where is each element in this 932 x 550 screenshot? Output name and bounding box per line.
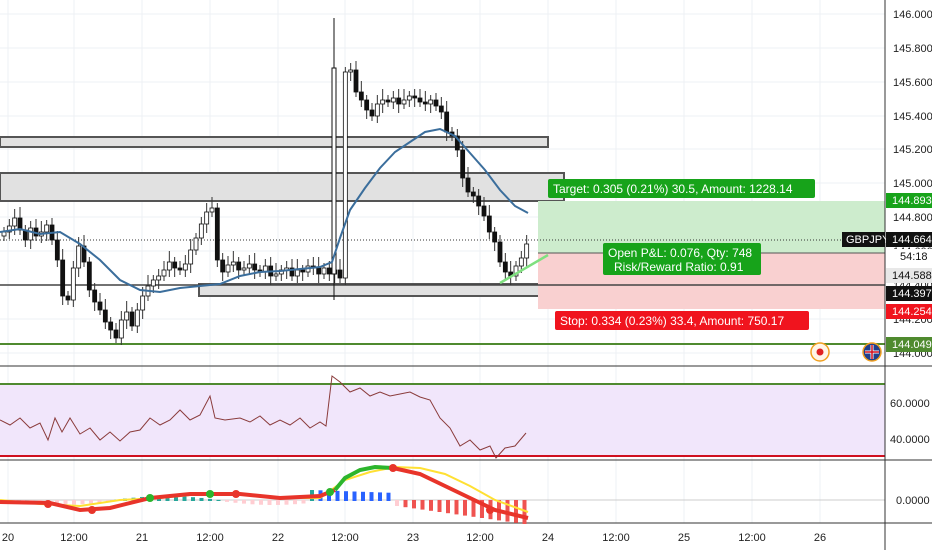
target-label[interactable]: Target: 0.305 (0.21%) 30.5, Amount: 1228… [548, 179, 815, 198]
time-tick: 12:00 [196, 532, 224, 544]
stop-label-text: Stop: 0.334 (0.23%) 33.4, Amount: 750.17 [560, 314, 784, 328]
badge-support: 144.049 [886, 337, 932, 352]
time-tick: 12:00 [602, 532, 630, 544]
time-tick: 12:00 [331, 532, 359, 544]
rsi-line [0, 375, 527, 459]
badge-countdown: 54:18 [886, 249, 932, 264]
badge-open: 144.397 [886, 286, 932, 301]
badge-stop: 144.254 [886, 304, 932, 319]
price-tick: 145.200 [893, 144, 932, 156]
uk-flag-icon[interactable] [862, 342, 882, 362]
time-tick: 23 [407, 532, 419, 544]
badge-symbol: GBPJPY [842, 232, 890, 247]
badge-current: 144.664 [886, 232, 932, 247]
price-tick: 145.400 [893, 111, 932, 123]
pnl-label[interactable]: Open P&L: 0.076, Qty: 748 Risk/Reward Ra… [603, 243, 761, 275]
time-axis[interactable]: 20 12:00 21 12:00 22 12:00 23 12:00 24 12:00 25 12:… [2, 532, 826, 544]
svg-text:144.397: 144.397 [892, 288, 932, 300]
rsi-pane[interactable] [0, 375, 885, 459]
candlesticks [1, 18, 530, 345]
price-tick: 146.000 [893, 9, 932, 21]
badge-target: 144.893 [886, 193, 932, 208]
svg-text:144.893: 144.893 [892, 195, 932, 207]
time-tick: 26 [814, 532, 826, 544]
moving-average-line [0, 127, 529, 294]
time-tick: 12:00 [466, 532, 494, 544]
price-tick: 144.800 [893, 212, 932, 224]
price-tick: 145.600 [893, 77, 932, 89]
price-tick: 145.000 [893, 178, 932, 190]
rsi-tick-40: 40.0000 [890, 434, 930, 446]
svg-text:144.254: 144.254 [892, 306, 932, 318]
stop-label[interactable]: Stop: 0.334 (0.23%) 33.4, Amount: 750.17 [555, 311, 809, 330]
svg-text:GBPJPY: GBPJPY [846, 234, 890, 246]
macd-pane[interactable] [0, 464, 885, 524]
time-tick: 22 [272, 532, 284, 544]
time-tick: 21 [136, 532, 148, 544]
pnl-label-line2: Risk/Reward Ratio: 0.91 [614, 260, 744, 274]
time-tick: 20 [2, 532, 14, 544]
svg-text:144.664: 144.664 [892, 234, 932, 246]
trend-line[interactable] [499, 253, 549, 285]
time-tick: 12:00 [738, 532, 766, 544]
badge-upper-open: 144.588 [886, 268, 932, 283]
resistance-zone-1[interactable] [0, 136, 549, 148]
svg-text:144.588: 144.588 [892, 270, 932, 282]
price-tick: 145.800 [893, 43, 932, 55]
event-dot-icon[interactable] [810, 342, 830, 362]
pnl-label-line1: Open P&L: 0.076, Qty: 748 [608, 246, 752, 260]
sr-zones[interactable] [0, 136, 618, 297]
rsi-tick-60: 60.0000 [890, 398, 930, 410]
time-tick: 25 [678, 532, 690, 544]
macd-tick-zero: 0.0000 [896, 495, 930, 507]
svg-text:54:18: 54:18 [900, 251, 928, 263]
svg-text:144.049: 144.049 [892, 339, 932, 351]
time-tick: 24 [542, 532, 554, 544]
price-axis[interactable]: 146.000 145.800 145.600 145.400 145.200 145.0… [842, 0, 932, 550]
target-label-text: Target: 0.305 (0.21%) 30.5, Amount: 1228… [553, 182, 793, 196]
time-tick: 12:00 [60, 532, 88, 544]
